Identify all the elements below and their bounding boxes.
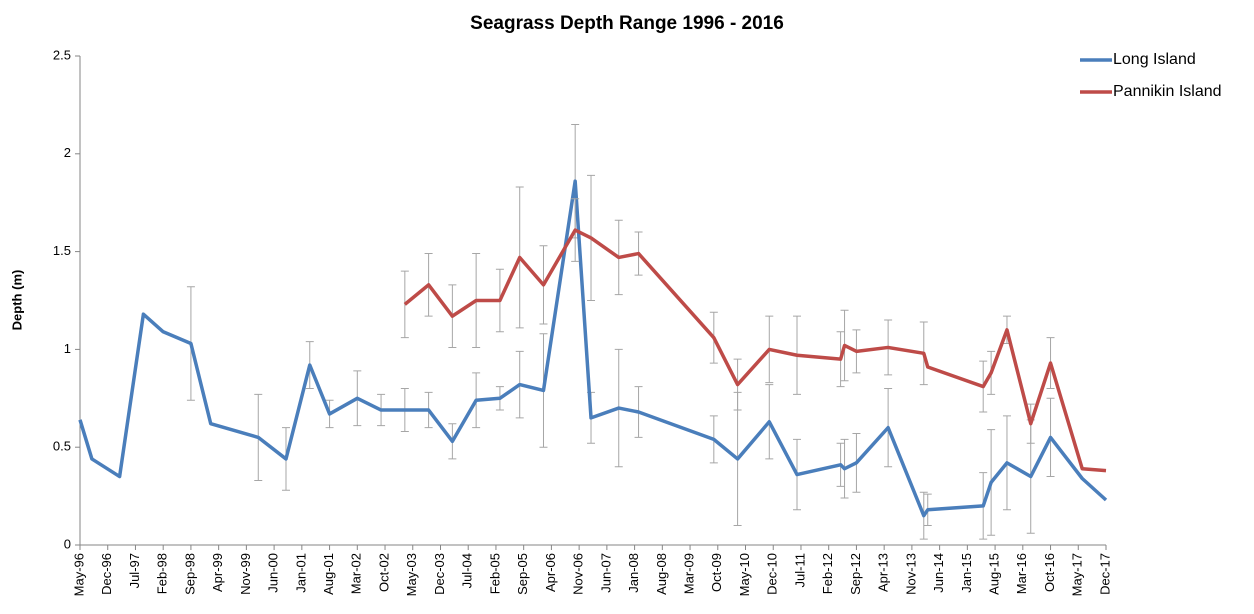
x-tick-label: Sep-98	[182, 553, 197, 595]
x-tick-label: Jun-00	[266, 553, 281, 593]
x-tick-label: Mar-16	[1014, 553, 1029, 594]
y-tick-label: 2.5	[53, 47, 71, 62]
x-tick-label: Sep-05	[515, 553, 530, 595]
legend-label: Pannikin Island	[1113, 83, 1222, 100]
x-tick-label: Jul-11	[792, 553, 807, 587]
y-tick-label: 1.5	[53, 243, 71, 258]
y-tick-label: 0	[64, 536, 71, 551]
x-tick-label: Aug-15	[987, 553, 1002, 595]
x-tick-label: Jun-14	[931, 553, 946, 593]
x-tick-label: Jul-97	[127, 553, 142, 588]
x-tick-label: Mar-09	[681, 553, 696, 594]
x-tick-label: Jan-08	[626, 553, 641, 593]
x-tick-label: May-10	[737, 553, 752, 596]
x-tick-label: Mar-02	[349, 553, 364, 594]
x-tick-label: Oct-16	[1042, 553, 1057, 592]
y-tick-label: 2	[64, 145, 71, 160]
x-tick-label: Feb-05	[487, 553, 502, 594]
x-tick-label: Dec-17	[1097, 553, 1112, 595]
x-tick-label: Apr-99	[210, 553, 225, 592]
x-tick-label: Jun-07	[598, 553, 613, 593]
x-tick-label: Jan-15	[959, 553, 974, 593]
y-tick-label: 1	[64, 341, 71, 356]
x-tick-label: May-96	[71, 553, 86, 596]
x-tick-label: Apr-13	[876, 553, 891, 592]
x-tick-label: Jul-04	[460, 553, 475, 588]
x-tick-label: Nov-13	[903, 553, 918, 595]
series-line	[403, 228, 1107, 473]
x-tick-label: Dec-96	[99, 553, 114, 595]
x-tick-label: Dec-10	[765, 553, 780, 595]
x-tick-label: Apr-06	[543, 553, 558, 592]
x-tick-label: Dec-03	[432, 553, 447, 595]
x-tick-label: Oct-02	[376, 553, 391, 592]
x-tick-label: Sep-12	[848, 553, 863, 595]
y-axis-label: Depth (m)	[9, 270, 24, 331]
x-tick-label: Aug-01	[321, 553, 336, 595]
x-tick-label: Oct-09	[709, 553, 724, 592]
y-tick-label: 0.5	[53, 439, 71, 454]
x-tick-label: May-03	[404, 553, 419, 596]
series-line	[78, 179, 1108, 518]
x-tick-label: Nov-99	[238, 553, 253, 595]
x-tick-label: Nov-06	[571, 553, 586, 595]
x-tick-label: Feb-12	[820, 553, 835, 594]
x-tick-label: Feb-98	[155, 553, 170, 594]
chart-title: Seagrass Depth Range 1996 - 2016	[470, 13, 784, 34]
x-tick-label: Jan-01	[293, 553, 308, 593]
legend-label: Long Island	[1113, 51, 1196, 68]
x-tick-label: May-17	[1070, 553, 1085, 596]
x-tick-label: Aug-08	[654, 553, 669, 595]
